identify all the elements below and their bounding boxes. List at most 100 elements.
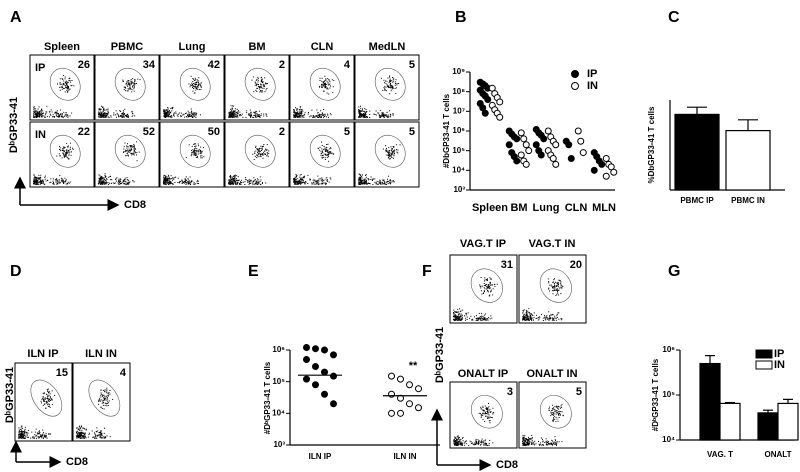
event-dot bbox=[557, 441, 558, 442]
event-dot bbox=[477, 320, 478, 321]
event-dot bbox=[122, 182, 123, 183]
event-dot bbox=[389, 87, 390, 88]
event-dot bbox=[253, 181, 254, 182]
event-dot bbox=[37, 178, 38, 179]
event-dot bbox=[554, 290, 555, 291]
event-dot bbox=[230, 176, 231, 177]
gate-percent: 42 bbox=[208, 59, 220, 71]
panel-letter: B bbox=[455, 9, 467, 26]
event-dot bbox=[382, 116, 383, 117]
event-dot bbox=[485, 406, 486, 407]
event-dot bbox=[550, 412, 551, 413]
event-dot bbox=[559, 417, 560, 418]
event-dot bbox=[380, 117, 381, 118]
event-dot bbox=[129, 89, 130, 90]
event-dot bbox=[41, 109, 42, 110]
event-dot bbox=[258, 115, 259, 116]
event-dot bbox=[256, 80, 257, 81]
event-dot bbox=[329, 151, 330, 152]
event-dot bbox=[100, 432, 101, 433]
event-dot bbox=[109, 183, 110, 184]
event-dot bbox=[259, 92, 260, 93]
event-dot bbox=[192, 146, 193, 147]
row-label: IP bbox=[35, 62, 45, 74]
gate-percent: 50 bbox=[208, 126, 220, 138]
event-dot bbox=[556, 318, 557, 319]
event-dot bbox=[170, 183, 171, 184]
event-dot bbox=[299, 116, 300, 117]
event-dot bbox=[265, 153, 266, 154]
event-dot bbox=[332, 153, 333, 154]
event-dot bbox=[320, 147, 321, 148]
x-tick-label: PBMC IP bbox=[680, 196, 714, 205]
event-dot bbox=[296, 175, 297, 176]
event-dot bbox=[297, 178, 298, 179]
event-dot bbox=[528, 437, 529, 438]
event-dot bbox=[390, 152, 391, 153]
event-dot bbox=[557, 314, 558, 315]
event-dot bbox=[384, 117, 385, 118]
event-dot bbox=[127, 150, 128, 151]
event-dot bbox=[327, 81, 328, 82]
event-dot bbox=[459, 308, 460, 309]
event-dot bbox=[532, 440, 533, 441]
event-dot bbox=[232, 113, 233, 114]
event-dot bbox=[390, 80, 391, 81]
bar bbox=[778, 403, 798, 440]
event-dot bbox=[42, 398, 43, 399]
event-dot bbox=[327, 154, 328, 155]
event-dot bbox=[85, 433, 86, 434]
event-dot bbox=[21, 427, 22, 428]
event-dot bbox=[135, 83, 136, 84]
event-dot bbox=[554, 442, 555, 443]
event-dot bbox=[528, 439, 529, 440]
event-dot bbox=[488, 284, 489, 285]
event-dot bbox=[558, 295, 559, 296]
event-dot bbox=[492, 294, 493, 295]
event-dot bbox=[125, 151, 126, 152]
event-dot bbox=[555, 440, 556, 441]
event-dot bbox=[389, 159, 390, 160]
event-dot bbox=[487, 280, 488, 281]
data-point bbox=[313, 346, 319, 352]
event-dot bbox=[459, 439, 460, 440]
event-dot bbox=[528, 308, 529, 309]
event-dot bbox=[56, 156, 57, 157]
event-dot bbox=[306, 182, 307, 183]
event-dot bbox=[177, 115, 178, 116]
event-dot bbox=[556, 412, 557, 413]
event-dot bbox=[100, 117, 101, 118]
event-dot bbox=[168, 175, 169, 176]
event-dot bbox=[108, 395, 109, 396]
event-dot bbox=[238, 176, 239, 177]
event-dot bbox=[529, 438, 530, 439]
event-dot bbox=[359, 111, 360, 112]
event-dot bbox=[457, 320, 458, 321]
event-dot bbox=[254, 152, 255, 153]
event-dot bbox=[298, 182, 299, 183]
event-dot bbox=[42, 115, 43, 116]
event-dot bbox=[386, 148, 387, 149]
data-point bbox=[553, 142, 559, 148]
event-dot bbox=[524, 441, 525, 442]
event-dot bbox=[107, 109, 108, 110]
event-dot bbox=[307, 175, 308, 176]
event-dot bbox=[261, 150, 262, 151]
event-dot bbox=[67, 85, 68, 86]
event-dot bbox=[77, 433, 78, 434]
event-dot bbox=[46, 106, 47, 107]
event-dot bbox=[494, 284, 495, 285]
event-dot bbox=[241, 180, 242, 181]
event-dot bbox=[480, 445, 481, 446]
event-dot bbox=[40, 181, 41, 182]
event-dot bbox=[64, 116, 65, 117]
event-dot bbox=[121, 183, 122, 184]
event-dot bbox=[454, 314, 455, 315]
event-dot bbox=[560, 293, 561, 294]
event-dot bbox=[265, 183, 266, 184]
event-dot bbox=[56, 181, 57, 182]
event-dot bbox=[108, 182, 109, 183]
event-dot bbox=[486, 289, 487, 290]
data-point bbox=[518, 130, 524, 136]
event-dot bbox=[125, 87, 126, 88]
